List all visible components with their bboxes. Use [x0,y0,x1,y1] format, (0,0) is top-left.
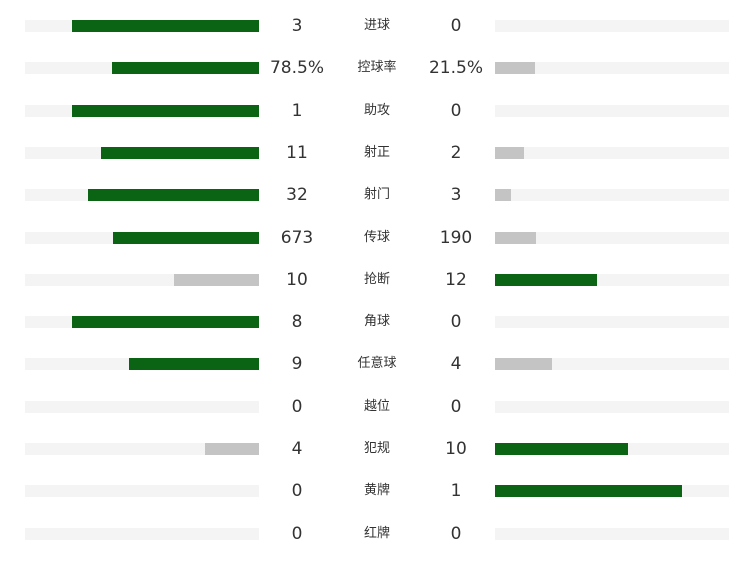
home-bar-fill [72,104,259,117]
away-bar-track [495,400,729,413]
home-value: 4 [291,439,303,459]
stat-label: 传球 [363,229,390,245]
home-bar-fill [72,20,259,32]
away-bar-fill [495,189,511,202]
home-bar-fill [88,189,259,202]
away-bar-fill [495,146,524,159]
home-bar-track [25,62,259,75]
away-value: 3 [450,185,462,206]
away-value: 0 [450,312,462,333]
stat-label: 控球率 [357,60,397,76]
home-bar-track [25,485,259,498]
away-value: 190 [439,227,473,248]
home-value: 0 [291,481,303,502]
away-value: 0 [450,396,462,417]
home-value: 0 [291,396,303,417]
away-bar-fill [495,358,552,371]
home-bar-track [25,146,259,159]
away-value: 4 [450,354,462,375]
stat-row: 78.5% 控球率 21.5% [0,56,756,80]
away-value: 1 [450,481,462,502]
home-value: 8 [291,312,303,333]
stat-label: 射门 [363,187,390,203]
stat-label: 黄牌 [363,483,390,499]
stat-row: 10 抢断 12 [0,268,756,292]
home-value: 0 [291,523,303,544]
away-bar-track [495,443,729,455]
home-bar-track [25,527,259,540]
home-bar-fill [101,146,259,159]
away-bar-track [495,146,729,159]
away-value: 0 [450,16,462,36]
home-value: 673 [280,227,314,248]
stat-label: 任意球 [357,356,397,372]
home-value: 10 [286,269,308,290]
stat-row: 0 越位 0 [0,395,756,419]
home-bar-fill [129,358,259,371]
away-value: 12 [445,269,467,290]
away-bar-fill [495,443,628,455]
home-bar-track [25,231,259,244]
stat-row: 32 射门 3 [0,183,756,207]
home-bar-track [25,273,259,286]
stat-label: 红牌 [363,525,390,541]
away-bar-track [495,62,729,75]
away-value: 0 [450,523,462,544]
home-value: 78.5% [269,58,324,79]
home-bar-track [25,443,259,455]
stat-label: 角球 [363,314,390,330]
stat-row: 11 射正 2 [0,141,756,165]
away-bar-track [495,358,729,371]
home-bar-fill [112,62,259,75]
away-bar-track [495,20,729,32]
home-value: 1 [291,100,303,121]
home-bar-track [25,400,259,413]
home-bar-track [25,358,259,371]
home-bar-track [25,189,259,202]
away-value: 0 [450,100,462,121]
stat-row: 1 助攻 0 [0,99,756,123]
stat-label: 射正 [363,144,390,160]
away-bar-fill [495,273,597,286]
home-bar-fill [113,231,259,244]
home-value: 9 [291,354,303,375]
away-bar-track [495,231,729,244]
home-bar-track [25,316,259,329]
home-bar-track [25,104,259,117]
away-value: 10 [445,439,467,459]
away-bar-track [495,273,729,286]
home-bar-track [25,20,259,32]
stat-row: 0 黄牌 1 [0,479,756,503]
away-bar-track [495,189,729,202]
home-value: 3 [291,16,303,36]
away-value: 2 [450,142,462,163]
stat-row: 9 任意球 4 [0,352,756,376]
stat-row: 4 犯规 10 [0,437,756,461]
stat-row: 3 进球 0 [0,14,756,38]
away-bar-track [495,316,729,329]
away-bar-fill [495,231,536,244]
stat-label: 犯规 [363,441,390,456]
home-bar-fill [72,316,259,329]
away-bar-fill [495,485,682,498]
stat-row: 673 传球 190 [0,226,756,250]
away-value: 21.5% [428,58,483,79]
away-bar-track [495,527,729,540]
away-bar-track [495,485,729,498]
stat-label: 抢断 [363,271,390,287]
stat-row: 0 红牌 0 [0,522,756,546]
stat-label: 进球 [363,18,390,33]
home-value: 32 [286,185,308,206]
away-bar-fill [495,62,535,75]
stat-label: 越位 [363,398,390,414]
stat-label: 助攻 [363,102,390,118]
home-bar-fill [205,443,259,455]
away-bar-track [495,104,729,117]
home-value: 11 [286,142,308,163]
stat-row: 8 角球 0 [0,310,756,334]
home-bar-fill [174,273,259,286]
